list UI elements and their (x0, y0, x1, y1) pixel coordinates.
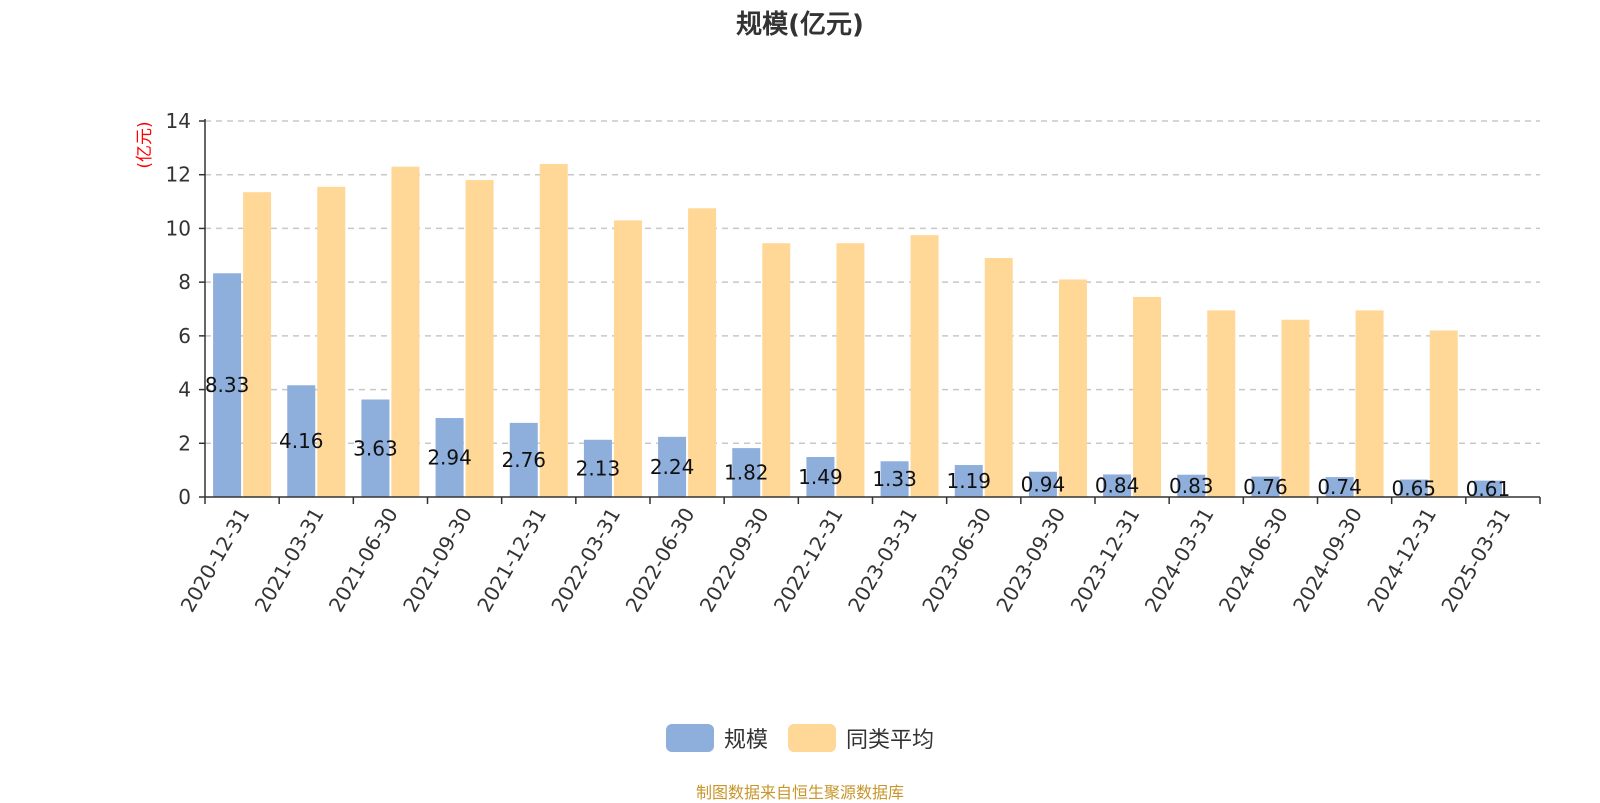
legend: 规模 同类平均 (0, 722, 1600, 754)
x-tick-label: 2024-09-30 (1288, 504, 1367, 617)
bar-peer-average[interactable] (317, 186, 346, 498)
data-label-scale: 0.76 (1243, 475, 1288, 499)
data-label-scale: 3.63 (353, 436, 398, 460)
bar-peer-average[interactable] (1133, 296, 1162, 497)
y-tick-label: 14 (166, 109, 191, 133)
chart-title: 规模(亿元) (736, 10, 864, 40)
bar-scale[interactable] (509, 422, 538, 497)
legend-swatch-peer-average (788, 724, 836, 752)
data-label-scale: 2.24 (650, 455, 695, 479)
bar-peer-average[interactable] (762, 243, 791, 497)
bar-peer-average[interactable] (910, 235, 939, 497)
legend-label-scale: 规模 (723, 728, 768, 753)
data-label-scale: 0.61 (1466, 477, 1511, 501)
bar-peer-average[interactable] (539, 163, 568, 497)
y-axis-title: (亿元) (135, 121, 155, 168)
data-label-scale: 0.74 (1317, 475, 1362, 499)
x-tick-label: 2023-03-31 (843, 504, 922, 617)
bar-scale[interactable] (1251, 476, 1280, 497)
bar-peer-average[interactable] (688, 208, 717, 498)
y-tick-label: 2 (178, 431, 191, 455)
bar-peer-average[interactable] (1429, 330, 1458, 497)
bar-scale[interactable] (361, 399, 390, 497)
bar-scale[interactable] (1103, 474, 1132, 497)
data-label-scale: 1.19 (946, 469, 991, 493)
bar-peer-average[interactable] (1207, 310, 1236, 497)
bar-scale[interactable] (583, 439, 612, 497)
x-tick-label: 2021-09-30 (398, 504, 477, 617)
x-tick-label: 2020-12-31 (176, 504, 255, 617)
y-tick-label: 6 (178, 324, 191, 348)
bar-scale[interactable] (287, 385, 316, 497)
grid-lines (205, 120, 1540, 445)
bar-scale[interactable] (1028, 471, 1057, 497)
legend-item-scale[interactable]: 规模 (665, 722, 768, 754)
bar-scale[interactable] (1473, 480, 1502, 497)
data-label-scale: 0.83 (1169, 474, 1214, 498)
bar-scale[interactable] (806, 456, 835, 497)
y-tick-label: 4 (178, 378, 191, 402)
data-label-scale: 0.65 (1391, 476, 1436, 500)
x-tick-label: 2021-06-30 (324, 504, 403, 617)
bar-scale[interactable] (1325, 477, 1354, 497)
bar-peer-average[interactable] (243, 192, 272, 497)
x-tick-label: 2021-12-31 (472, 504, 551, 617)
bar-scale[interactable] (658, 436, 687, 497)
bar-peer-average[interactable] (613, 220, 642, 497)
data-label-scale: 0.84 (1095, 474, 1140, 498)
source-note: 制图数据来自恒生聚源数据库 (695, 783, 904, 802)
bar-scale[interactable] (1399, 479, 1428, 497)
bar-scale[interactable] (1177, 474, 1206, 497)
bars (213, 163, 1502, 498)
x-tick-label: 2024-06-30 (1214, 504, 1293, 617)
bar-scale[interactable] (435, 418, 464, 497)
x-tick-label: 2024-03-31 (1140, 504, 1219, 617)
bar-peer-average[interactable] (1281, 319, 1310, 497)
data-label-scale: 1.82 (724, 461, 769, 485)
x-tick-label: 2023-06-30 (917, 504, 996, 617)
data-label-scale: 8.33 (205, 373, 250, 397)
data-label-scale: 2.13 (576, 456, 621, 480)
x-tick-label: 2022-12-31 (769, 504, 848, 617)
y-tick-label: 10 (166, 216, 191, 240)
bar-scale[interactable] (880, 461, 909, 497)
bar-scale[interactable] (732, 448, 761, 497)
bar-peer-average[interactable] (1058, 279, 1087, 497)
data-label-scale: 2.94 (427, 446, 472, 470)
data-label-scale: 0.94 (1021, 472, 1066, 496)
y-tick-label: 12 (166, 163, 191, 187)
x-tick-label: 2023-09-30 (991, 504, 1070, 617)
x-tick-label: 2022-06-30 (621, 504, 700, 617)
y-tick-label: 0 (178, 485, 191, 509)
x-tick-label: 2021-03-31 (250, 504, 329, 617)
bar-peer-average[interactable] (465, 180, 494, 498)
bar-peer-average[interactable] (836, 243, 865, 497)
bar-scale[interactable] (954, 465, 983, 497)
data-label-scale: 4.16 (279, 429, 324, 453)
legend-label-peer-average: 同类平均 (846, 728, 935, 753)
bar-scale[interactable] (213, 273, 242, 497)
x-tick-label: 2025-03-31 (1436, 504, 1515, 617)
data-label-scale: 1.49 (798, 465, 843, 489)
data-label-scale: 2.76 (501, 448, 546, 472)
bar-peer-average[interactable] (1355, 310, 1384, 497)
data-label-scale: 1.33 (872, 467, 917, 491)
x-tick-label: 2022-09-30 (695, 504, 774, 617)
legend-item-peer-average[interactable]: 同类平均 (788, 722, 934, 754)
bar-peer-average[interactable] (391, 166, 420, 497)
bar-peer-average[interactable] (984, 257, 1013, 497)
x-tick-label: 2022-03-31 (546, 504, 625, 617)
x-tick-label: 2023-12-31 (1066, 504, 1145, 617)
legend-swatch-scale (665, 724, 714, 752)
x-tick-label: 2024-12-31 (1362, 504, 1441, 617)
y-tick-label: 8 (178, 270, 191, 294)
data-labels: 8.33 4.16 3.63 2.94 2.76 2.13 2.24 1.82 1.49 1.33… (205, 373, 1510, 501)
